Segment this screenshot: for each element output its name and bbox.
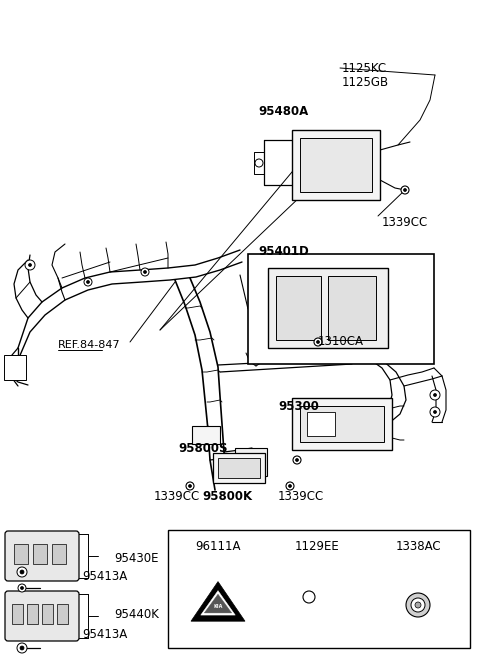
Circle shape: [288, 485, 291, 487]
Text: 1338AC: 1338AC: [395, 539, 441, 552]
Circle shape: [189, 485, 192, 487]
Circle shape: [84, 278, 92, 286]
Circle shape: [255, 159, 263, 167]
Polygon shape: [204, 594, 232, 613]
Circle shape: [17, 643, 27, 653]
Text: 95413A: 95413A: [82, 570, 127, 583]
Circle shape: [404, 188, 407, 192]
Circle shape: [433, 394, 436, 396]
Bar: [213, 453, 265, 483]
Polygon shape: [201, 590, 235, 615]
Circle shape: [20, 570, 24, 574]
Text: 95480A: 95480A: [258, 105, 308, 118]
Text: 95300: 95300: [278, 400, 319, 413]
Circle shape: [406, 593, 430, 617]
Text: 95440K: 95440K: [114, 608, 159, 621]
Text: 1125KC: 1125KC: [342, 62, 387, 75]
Bar: [300, 406, 384, 442]
Text: 95800S: 95800S: [178, 442, 228, 455]
FancyBboxPatch shape: [5, 591, 79, 641]
Bar: [292, 398, 392, 450]
Circle shape: [415, 602, 421, 608]
Text: 95800K: 95800K: [202, 490, 252, 503]
Text: 1310CA: 1310CA: [318, 335, 364, 348]
Circle shape: [303, 591, 315, 603]
Circle shape: [144, 270, 146, 274]
Text: 96111A: 96111A: [195, 539, 241, 552]
Text: 1339CC: 1339CC: [382, 216, 428, 229]
Bar: [168, 530, 470, 648]
Circle shape: [430, 390, 440, 400]
Circle shape: [20, 646, 24, 650]
Text: 95401D: 95401D: [258, 245, 309, 258]
Text: 1125GB: 1125GB: [342, 76, 389, 89]
Circle shape: [186, 482, 194, 490]
Text: REF.84-847: REF.84-847: [58, 340, 120, 350]
Bar: [292, 130, 380, 200]
Circle shape: [286, 482, 294, 490]
Bar: [248, 254, 434, 364]
Text: 95413A: 95413A: [82, 628, 127, 641]
Circle shape: [28, 264, 32, 266]
Circle shape: [18, 584, 26, 592]
Bar: [14, 544, 28, 564]
Circle shape: [141, 268, 149, 276]
Circle shape: [433, 411, 436, 413]
Circle shape: [86, 281, 89, 283]
Circle shape: [314, 338, 322, 346]
Bar: [235, 448, 267, 476]
FancyBboxPatch shape: [5, 531, 79, 581]
Text: 1339CC: 1339CC: [278, 490, 324, 503]
Text: 1129EE: 1129EE: [295, 539, 339, 552]
Circle shape: [411, 598, 425, 612]
Text: KIA: KIA: [213, 604, 223, 609]
Circle shape: [293, 456, 301, 464]
Circle shape: [296, 459, 299, 462]
Bar: [218, 458, 260, 478]
Circle shape: [401, 186, 409, 194]
Bar: [4, 355, 26, 380]
Bar: [12, 604, 23, 624]
Bar: [300, 138, 372, 192]
Bar: [42, 604, 53, 624]
Polygon shape: [191, 582, 245, 621]
Bar: [52, 544, 66, 564]
Circle shape: [21, 586, 24, 590]
Bar: [307, 412, 335, 436]
Bar: [33, 544, 47, 564]
Circle shape: [430, 407, 440, 417]
Bar: [328, 276, 376, 340]
Bar: [27, 604, 38, 624]
Bar: [192, 426, 220, 444]
Text: 95430E: 95430E: [114, 552, 158, 565]
Bar: [268, 268, 388, 348]
Bar: [276, 276, 321, 340]
Text: 1339CC: 1339CC: [154, 490, 200, 503]
Circle shape: [25, 260, 35, 270]
Bar: [57, 604, 68, 624]
Circle shape: [316, 340, 320, 344]
Circle shape: [17, 567, 27, 577]
